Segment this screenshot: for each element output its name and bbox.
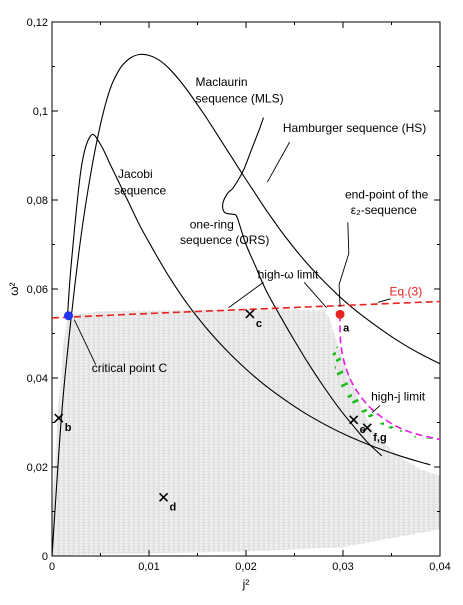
series-line-eq-3 xyxy=(51,300,441,319)
y-tick-label: 0,1 xyxy=(33,106,48,118)
leader-line xyxy=(338,222,350,307)
annotation-one-ring: one-ring xyxy=(190,217,234,231)
marker-label-c: c xyxy=(256,318,262,330)
region-layer xyxy=(52,309,440,556)
x-tick-label: 0,01 xyxy=(138,561,159,573)
annotation-layer: Maclaurin sequence (MLS) Hamburger sequenc… xyxy=(92,75,429,404)
y-tick-label: 0,02 xyxy=(27,462,48,474)
leader-line xyxy=(73,319,97,365)
leader-line xyxy=(303,282,327,308)
annotation-sequence: sequence xyxy=(114,184,166,198)
series-line-one-ring-sequence-ors xyxy=(222,188,383,457)
y-tick-label: 0,12 xyxy=(27,17,48,29)
y-axis-title: ω² xyxy=(7,282,21,295)
x-tick-label: 0 xyxy=(49,561,55,573)
marker-d xyxy=(158,492,169,502)
marker-b xyxy=(54,413,64,423)
leader-line xyxy=(228,281,264,309)
y-tick-label: 0,06 xyxy=(27,284,48,296)
marker-a xyxy=(335,309,345,319)
leader-line xyxy=(371,405,381,414)
annotation-eq-3: Eq.(3) xyxy=(390,285,423,299)
annotation-high-limit: high-ω limit xyxy=(258,267,319,281)
series-line-hamburger-sequence-hs xyxy=(231,117,265,190)
annotation-maclaurin: Maclaurin xyxy=(196,75,248,89)
annotation-sequence-mls: sequence (MLS) xyxy=(196,92,284,106)
marker-layer: a b c d e f,g xyxy=(54,309,387,513)
x-tick-label: 0,04 xyxy=(429,561,450,573)
marker-critical-point-c xyxy=(63,311,73,321)
annotation-critical-point-c: critical point C xyxy=(92,361,168,375)
x-axis-title: j² xyxy=(242,577,250,591)
axes-layer: 0 0,01 0,02 0,03 0,04 0 0,02 0,04 0,06 0,08 0,1 0,1… xyxy=(7,17,451,591)
annotation-sequence-ors: sequence (ORS) xyxy=(180,233,269,247)
marker-f-g xyxy=(362,423,372,433)
marker-label-d: d xyxy=(170,501,177,513)
series-layer xyxy=(51,53,441,557)
series-line-high-j-limit xyxy=(339,314,441,441)
annotation-end-point-of-the: end-point of the xyxy=(345,188,429,202)
y-tick-label: 0,08 xyxy=(27,195,48,207)
annotation-sequence: ε₂-sequence xyxy=(351,203,417,217)
annotation-high-j-limit: high-j limit xyxy=(371,390,426,404)
leader-line xyxy=(377,298,391,303)
leader-line xyxy=(266,141,290,183)
marker-e xyxy=(349,415,359,425)
marker-label-b: b xyxy=(65,422,72,434)
marker-label-e: e xyxy=(360,424,366,436)
shaded-region xyxy=(52,309,440,556)
series-line-jacobi-sequence xyxy=(66,133,431,466)
series-line-maclaurin-sequence-mls xyxy=(51,53,441,557)
x-tick-label: 0,02 xyxy=(235,561,256,573)
y-tick-label: 0 xyxy=(42,551,48,563)
y-tick-label: 0,04 xyxy=(27,373,48,385)
marker-c xyxy=(245,309,255,319)
x-tick-label: 0,03 xyxy=(332,561,353,573)
annotation-hamburger-sequence-hs: Hamburger sequence (HS) xyxy=(283,121,426,135)
leader-line-layer xyxy=(73,141,391,414)
marker-label-f-g: f,g xyxy=(373,432,386,444)
hatched-region xyxy=(331,346,436,440)
annotation-jacobi: Jacobi xyxy=(118,167,153,181)
marker-label-a: a xyxy=(343,322,350,334)
